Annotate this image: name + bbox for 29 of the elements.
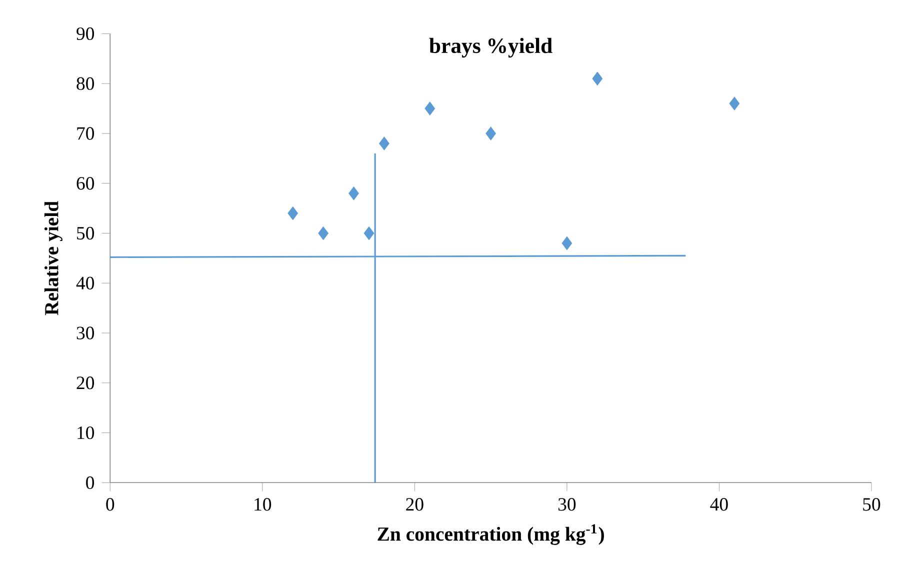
point [364,226,374,240]
y-tick-label: 20 [76,376,94,390]
point [288,206,298,220]
x-tick-label: 0 [106,498,114,511]
x-tick-label: 50 [863,498,880,511]
point [729,96,740,110]
y-tick-label: 0 [86,476,94,490]
y-tick-label: 80 [76,77,94,90]
x-tick-label: 40 [710,498,728,511]
y-tick-label: 40 [76,276,94,290]
y-tick-label: 50 [77,226,94,240]
y-tick-label: 30 [76,326,94,340]
x-tick-label: 30 [558,498,576,511]
point [348,186,359,200]
point [562,236,572,250]
x-tick-label: 10 [254,498,272,511]
point [379,136,390,150]
x-tick-label: 20 [406,498,424,511]
y-tick-label: 90 [76,27,94,40]
point [424,102,436,116]
x-axis-title: Zn concentration (mg kg$^{-1}$) [378,524,604,545]
point [592,72,603,86]
y-tick-label: 70 [77,127,94,140]
chart-title: brays %yield [429,38,552,58]
point [318,226,328,240]
y-tick-label: 10 [78,426,94,440]
y-axis-title: Relative yield [44,201,62,316]
y-tick-label: 60 [76,177,94,190]
point [486,126,496,140]
